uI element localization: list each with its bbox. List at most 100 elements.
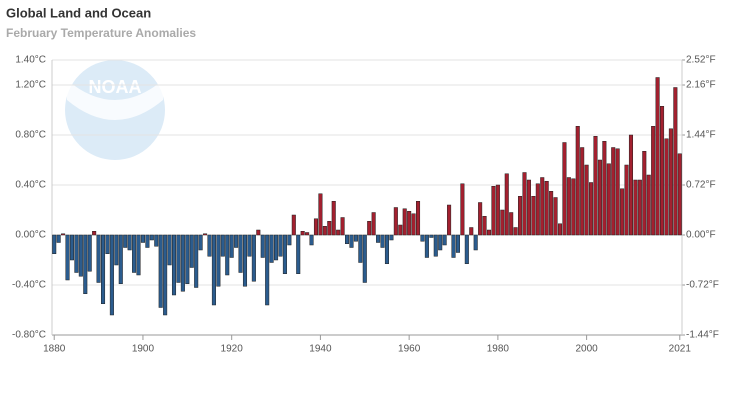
bar — [651, 126, 656, 236]
x-tick-label: 1880 — [43, 344, 66, 355]
bar — [194, 234, 199, 288]
bar — [504, 173, 509, 236]
y2-tick-label: -0.72°F — [686, 280, 719, 291]
bar — [234, 234, 239, 248]
bar — [69, 234, 74, 261]
bar — [211, 234, 216, 306]
bar — [78, 234, 83, 277]
bar — [522, 172, 527, 236]
bar — [207, 234, 212, 257]
bar — [637, 179, 642, 236]
bar — [486, 229, 492, 236]
bar — [92, 231, 97, 236]
bar — [123, 234, 128, 248]
bar — [154, 234, 159, 247]
bar — [353, 234, 358, 242]
y-tick-label: 0.80°C — [15, 130, 46, 141]
bar — [433, 234, 438, 257]
bar — [566, 177, 571, 236]
bar — [620, 188, 625, 236]
y2-tick-label: 0.72°F — [686, 180, 716, 191]
bar — [549, 191, 554, 236]
bar — [602, 141, 607, 236]
bar — [628, 134, 634, 236]
bar — [660, 106, 665, 236]
bar — [495, 184, 500, 236]
bar — [367, 221, 372, 236]
x-tick-label: 1960 — [398, 344, 421, 355]
bar — [673, 87, 678, 236]
bar — [447, 204, 452, 236]
bar — [109, 234, 114, 316]
bar — [225, 234, 230, 276]
bar — [265, 234, 270, 306]
bar — [118, 234, 123, 284]
bar — [615, 148, 620, 236]
y-tick-label: 0.40°C — [15, 180, 46, 191]
bar — [424, 234, 429, 258]
bar — [313, 218, 319, 236]
bar — [180, 234, 185, 292]
bar — [145, 234, 150, 248]
bar — [96, 234, 101, 283]
bar — [349, 234, 354, 248]
bar — [393, 207, 398, 236]
bar — [291, 214, 296, 236]
y-tick-label: -0.40°C — [12, 280, 46, 291]
bar — [478, 202, 483, 236]
bar — [100, 234, 106, 304]
bar — [163, 234, 168, 316]
bar — [438, 234, 443, 251]
x-tick-label: 2000 — [575, 344, 598, 355]
noaa-logo: NOAA — [65, 60, 165, 160]
bar — [540, 177, 545, 236]
bar — [611, 147, 616, 236]
bar — [624, 164, 629, 236]
bar — [52, 234, 57, 254]
bar — [83, 234, 88, 294]
chart-title: Global Land and Ocean — [6, 5, 151, 20]
bar — [336, 229, 341, 236]
bar — [398, 224, 403, 236]
bar — [198, 234, 203, 251]
bar — [216, 234, 221, 287]
bar — [242, 234, 248, 287]
bar — [442, 234, 447, 246]
bar — [176, 234, 181, 283]
bar — [544, 181, 549, 236]
x-tick-label: 1920 — [221, 344, 244, 355]
bar — [562, 142, 567, 236]
bar — [384, 234, 389, 264]
bar — [309, 234, 314, 246]
bar — [203, 233, 208, 236]
bar — [300, 231, 305, 236]
bar — [171, 234, 177, 296]
x-tick-label: 1980 — [487, 344, 510, 355]
bar — [376, 234, 381, 243]
logo-bird — [67, 80, 163, 120]
bar — [371, 212, 376, 236]
bar — [407, 211, 412, 236]
bar — [402, 208, 407, 236]
bar — [345, 234, 350, 244]
bar — [149, 234, 154, 241]
bar — [87, 234, 92, 272]
bar — [415, 201, 421, 236]
chart-subtitle: February Temperature Anomalies — [6, 26, 196, 40]
y2-tick-label: 0.00°F — [686, 230, 716, 241]
bar — [74, 234, 79, 273]
bar — [668, 128, 673, 236]
bar — [287, 234, 292, 246]
bar — [274, 234, 279, 261]
bar — [606, 163, 611, 236]
y-tick-label: 1.20°C — [15, 80, 46, 91]
bar — [429, 234, 434, 238]
bar — [358, 234, 363, 263]
bar — [136, 234, 141, 276]
bar — [105, 234, 110, 254]
bar — [664, 138, 669, 236]
bar — [327, 221, 332, 236]
bar — [575, 126, 580, 236]
bar — [535, 183, 540, 236]
bar — [260, 234, 265, 258]
